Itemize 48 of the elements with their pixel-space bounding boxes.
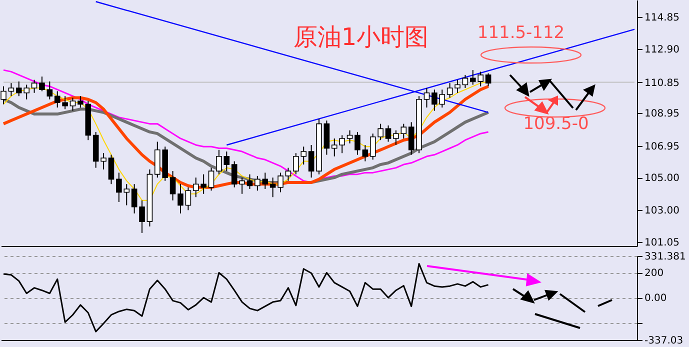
candlestick bbox=[100, 152, 106, 170]
y-tick-label: 112.90 bbox=[644, 44, 680, 56]
text: 原油1小时图 bbox=[293, 23, 429, 51]
candlestick bbox=[31, 79, 38, 94]
y-tick-label: 103.00 bbox=[644, 206, 680, 217]
candlestick bbox=[485, 72, 492, 87]
candlestick bbox=[178, 184, 184, 214]
candlestick bbox=[346, 130, 353, 144]
candlestick bbox=[462, 74, 468, 88]
candlestick bbox=[285, 167, 292, 182]
candlestick bbox=[208, 167, 214, 192]
candlestick bbox=[185, 186, 192, 211]
candlestick bbox=[216, 149, 222, 175]
y-tick-label: 200 bbox=[644, 268, 664, 280]
line-series bbox=[2, 69, 490, 184]
candlestick bbox=[39, 76, 45, 92]
candlestick bbox=[446, 82, 453, 98]
candlestick bbox=[70, 97, 76, 112]
y-tick-label: 108.95 bbox=[644, 108, 680, 120]
candlestick bbox=[454, 79, 460, 94]
y-tick-label: -337.03 bbox=[644, 336, 684, 346]
candlestick bbox=[224, 151, 230, 172]
candlestick bbox=[278, 172, 284, 193]
candlestick bbox=[385, 124, 392, 142]
y-tick-label: 105.00 bbox=[644, 173, 680, 184]
candlestick bbox=[108, 154, 114, 185]
candlestick bbox=[424, 87, 430, 108]
candlestick bbox=[246, 174, 253, 190]
candlestick bbox=[131, 184, 138, 214]
candlestick bbox=[308, 144, 314, 178]
line-series bbox=[2, 262, 490, 332]
annotation: 111.5-112 bbox=[477, 23, 565, 43]
candlestick bbox=[46, 80, 53, 100]
y-tick-label: 114.85 bbox=[644, 12, 680, 24]
candlestick bbox=[170, 170, 176, 201]
y-tick-label: 106.95 bbox=[644, 141, 680, 152]
y-tick-label: 0.00 bbox=[644, 293, 667, 304]
candlestick bbox=[8, 82, 14, 97]
candlestick bbox=[408, 122, 414, 156]
y-tick-label: 110.85 bbox=[644, 78, 680, 89]
candlestick bbox=[139, 200, 145, 234]
y-tick-label: 101.05 bbox=[644, 237, 680, 248]
candlestick bbox=[270, 177, 276, 198]
candlestick bbox=[362, 144, 368, 162]
candlestick bbox=[354, 131, 360, 156]
annotation: 109.5-0 bbox=[523, 114, 589, 134]
candlestick bbox=[0, 86, 6, 105]
y-tick-label: 331.381 bbox=[644, 252, 686, 262]
